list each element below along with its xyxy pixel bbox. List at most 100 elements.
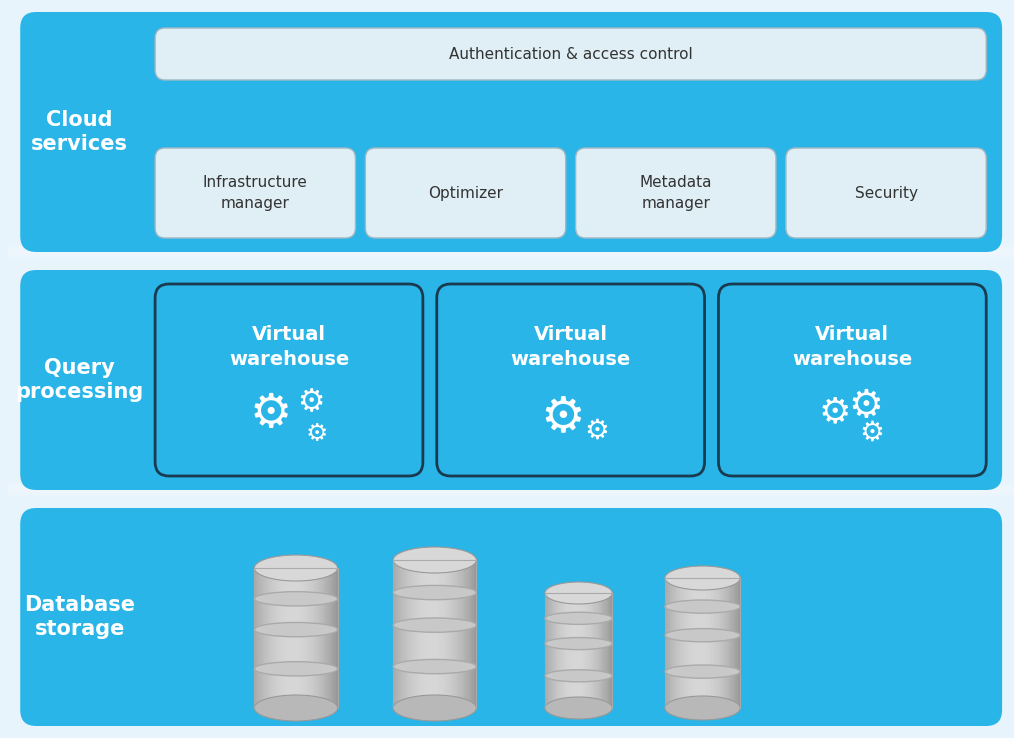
Polygon shape: [665, 578, 666, 708]
Polygon shape: [673, 578, 675, 708]
Polygon shape: [675, 578, 676, 708]
Polygon shape: [736, 578, 738, 708]
Polygon shape: [578, 593, 579, 708]
Text: ⚙: ⚙: [540, 393, 585, 441]
Polygon shape: [461, 560, 463, 708]
Polygon shape: [692, 578, 693, 708]
Polygon shape: [8, 255, 1014, 257]
Polygon shape: [293, 568, 295, 708]
Polygon shape: [311, 568, 313, 708]
Polygon shape: [442, 560, 443, 708]
Text: Query
processing: Query processing: [15, 359, 144, 401]
Polygon shape: [573, 593, 575, 708]
Polygon shape: [299, 568, 300, 708]
Polygon shape: [590, 593, 591, 708]
Polygon shape: [8, 485, 1014, 486]
Polygon shape: [462, 560, 464, 708]
Polygon shape: [459, 560, 461, 708]
Polygon shape: [455, 560, 457, 708]
Polygon shape: [671, 578, 673, 708]
Polygon shape: [421, 560, 423, 708]
Ellipse shape: [393, 660, 477, 674]
Polygon shape: [699, 578, 701, 708]
Text: ⚙: ⚙: [305, 422, 328, 446]
Polygon shape: [561, 593, 562, 708]
Polygon shape: [458, 560, 460, 708]
Polygon shape: [697, 578, 698, 708]
Polygon shape: [586, 593, 588, 708]
Polygon shape: [409, 560, 411, 708]
Polygon shape: [703, 578, 705, 708]
Ellipse shape: [665, 629, 740, 642]
Polygon shape: [601, 593, 602, 708]
Polygon shape: [585, 593, 587, 708]
Polygon shape: [393, 560, 395, 708]
Ellipse shape: [393, 547, 477, 573]
Polygon shape: [407, 560, 409, 708]
Ellipse shape: [665, 665, 740, 678]
Polygon shape: [438, 560, 439, 708]
Polygon shape: [689, 578, 691, 708]
Polygon shape: [334, 568, 336, 708]
Polygon shape: [576, 593, 578, 708]
Polygon shape: [448, 560, 450, 708]
Polygon shape: [605, 593, 607, 708]
Text: ⚙: ⚙: [818, 396, 851, 430]
Polygon shape: [606, 593, 608, 708]
Polygon shape: [328, 568, 330, 708]
Polygon shape: [443, 560, 445, 708]
Polygon shape: [558, 593, 559, 708]
Polygon shape: [418, 560, 420, 708]
Polygon shape: [8, 490, 1014, 491]
Ellipse shape: [545, 613, 612, 624]
Polygon shape: [281, 568, 283, 708]
Polygon shape: [468, 560, 470, 708]
Polygon shape: [260, 568, 262, 708]
Polygon shape: [546, 593, 548, 708]
Polygon shape: [705, 578, 707, 708]
Polygon shape: [8, 247, 1014, 249]
Polygon shape: [603, 593, 605, 708]
Polygon shape: [267, 568, 269, 708]
Polygon shape: [553, 593, 555, 708]
Text: Security: Security: [855, 185, 918, 201]
Polygon shape: [8, 486, 1014, 487]
Polygon shape: [428, 560, 430, 708]
Ellipse shape: [393, 585, 477, 600]
Polygon shape: [731, 578, 733, 708]
Polygon shape: [8, 258, 1014, 259]
Ellipse shape: [665, 600, 740, 613]
Polygon shape: [8, 251, 1014, 252]
Text: Virtual
warehouse: Virtual warehouse: [229, 325, 349, 369]
Polygon shape: [263, 568, 265, 708]
Polygon shape: [690, 578, 692, 708]
Polygon shape: [433, 560, 435, 708]
Polygon shape: [579, 593, 580, 708]
Polygon shape: [335, 568, 337, 708]
Polygon shape: [709, 578, 711, 708]
Polygon shape: [465, 560, 467, 708]
Polygon shape: [473, 560, 475, 708]
Polygon shape: [435, 560, 437, 708]
Polygon shape: [712, 578, 713, 708]
Polygon shape: [720, 578, 722, 708]
Polygon shape: [700, 578, 702, 708]
Polygon shape: [322, 568, 324, 708]
Polygon shape: [568, 593, 569, 708]
Polygon shape: [453, 560, 454, 708]
Polygon shape: [724, 578, 726, 708]
Polygon shape: [695, 578, 697, 708]
Polygon shape: [279, 568, 281, 708]
Polygon shape: [255, 568, 257, 708]
Polygon shape: [256, 568, 258, 708]
Polygon shape: [719, 578, 721, 708]
Polygon shape: [583, 593, 585, 708]
Polygon shape: [289, 568, 291, 708]
Polygon shape: [569, 593, 570, 708]
Polygon shape: [405, 560, 407, 708]
Polygon shape: [307, 568, 309, 708]
Polygon shape: [8, 249, 1014, 250]
Polygon shape: [715, 578, 717, 708]
Polygon shape: [545, 593, 547, 708]
Polygon shape: [8, 257, 1014, 258]
